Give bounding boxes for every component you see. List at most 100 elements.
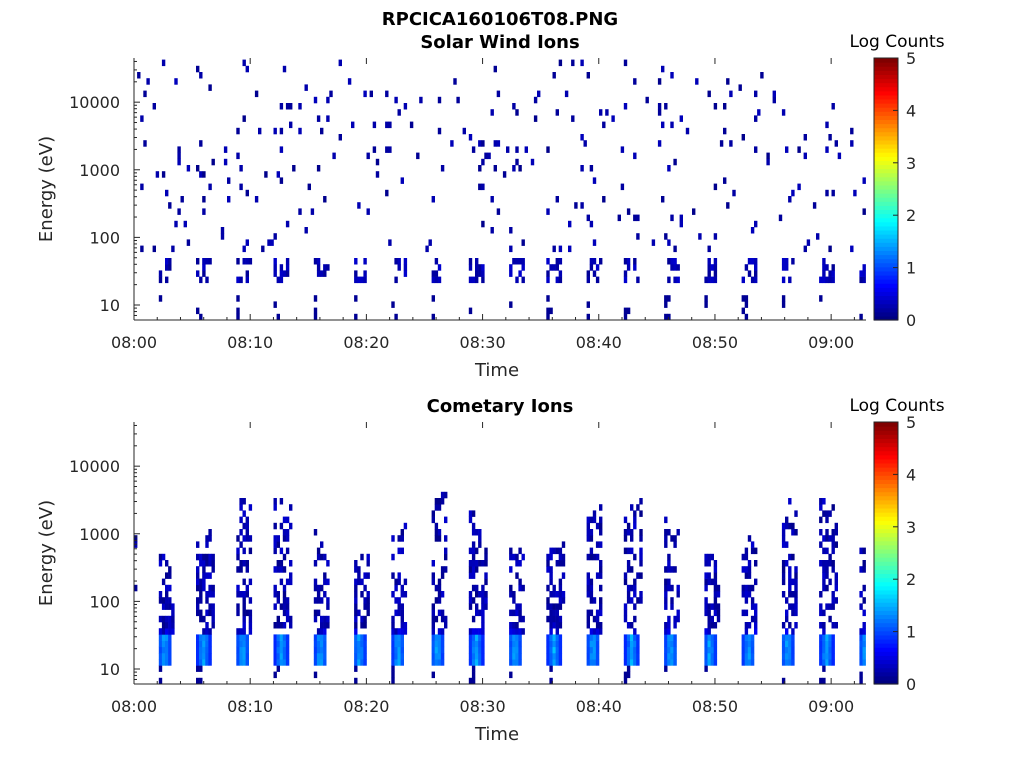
heatmap-cell <box>794 510 798 517</box>
heatmap-cell <box>391 653 395 660</box>
heatmap-cell <box>713 270 718 277</box>
heatmap-cell <box>561 541 566 548</box>
heatmap-cell <box>279 566 284 573</box>
heatmap-cell <box>397 547 401 555</box>
heatmap-cell <box>196 634 200 641</box>
heatmap-cell <box>242 535 246 542</box>
heatmap-cell <box>391 634 395 641</box>
heatmap-cell <box>168 603 172 610</box>
heatmap-cell <box>781 646 786 654</box>
heatmap-cell <box>199 72 203 79</box>
heatmap-cell <box>165 572 169 579</box>
heatmap-cell <box>791 628 795 635</box>
heatmap-cell <box>440 646 445 654</box>
heatmap-cell <box>518 270 522 277</box>
heatmap-cell <box>279 177 284 184</box>
heatmap-cell <box>831 603 835 610</box>
heatmap-cell <box>316 628 321 635</box>
heatmap-cell <box>481 597 485 604</box>
heatmap-cell <box>747 535 752 542</box>
heatmap-cell <box>444 615 448 623</box>
heatmap-cell <box>320 653 324 660</box>
heatmap-cell <box>400 591 404 598</box>
heatmap-cell <box>245 634 249 641</box>
heatmap-cell <box>803 152 807 160</box>
colorbar-segment <box>874 426 898 431</box>
heatmap-cell <box>394 597 398 604</box>
heatmap-cell <box>326 615 330 623</box>
heatmap-cell <box>744 301 749 308</box>
heatmap-cell <box>664 295 668 302</box>
heatmap-cell <box>316 553 321 561</box>
heatmap-cell <box>707 90 711 98</box>
heatmap-cell <box>394 609 398 617</box>
heatmap-cell <box>599 566 603 573</box>
heatmap-cell <box>196 541 200 548</box>
heatmap-cell <box>664 313 668 321</box>
heatmap-cell <box>313 597 318 604</box>
heatmap-cell <box>437 578 442 586</box>
heatmap-cell <box>440 653 445 660</box>
heatmap-cell <box>397 628 401 635</box>
heatmap-cell <box>636 276 640 284</box>
heatmap-cell <box>623 270 628 277</box>
heatmap-cell <box>552 547 556 555</box>
heatmap-cell <box>512 103 516 110</box>
heatmap-cell <box>512 640 516 648</box>
heatmap-cell <box>859 653 863 660</box>
heatmap-cell <box>639 498 643 505</box>
heatmap-cell <box>419 96 423 104</box>
heatmap-cell <box>558 659 563 666</box>
heatmap-cell <box>481 609 485 617</box>
heatmap-cell <box>670 264 674 271</box>
heatmap-cell <box>248 578 253 586</box>
heatmap-cell <box>171 622 175 629</box>
heatmap-cell <box>828 640 832 648</box>
heatmap-cell <box>484 591 488 598</box>
heatmap-cell <box>781 566 786 573</box>
heatmap-cell <box>134 535 138 542</box>
heatmap-cell <box>168 640 172 648</box>
heatmap-cell <box>279 640 284 648</box>
heatmap-cell <box>636 646 640 654</box>
heatmap-cell <box>785 146 789 153</box>
heatmap-cell <box>481 603 485 610</box>
heatmap-cell <box>478 646 482 654</box>
heatmap-cell <box>781 541 786 548</box>
heatmap-cell <box>586 214 590 222</box>
heatmap-cell <box>205 560 209 567</box>
heatmap-cell <box>549 665 553 672</box>
heatmap-cell <box>199 140 203 147</box>
colorbar-tick-label: 5 <box>906 49 916 68</box>
heatmap-cell <box>320 127 324 135</box>
heatmap-cell <box>670 603 674 610</box>
heatmap-cell <box>825 603 829 610</box>
heatmap-cell <box>354 640 358 648</box>
heatmap-cell <box>444 516 448 524</box>
heatmap-cell <box>549 634 553 641</box>
heatmap-cell <box>741 591 745 598</box>
heatmap-cell <box>636 214 640 222</box>
heatmap-cell <box>521 553 525 561</box>
heatmap-cell <box>509 245 513 253</box>
colorbar-segment <box>874 176 898 182</box>
heatmap-cell <box>589 653 594 660</box>
heatmap-cell <box>862 566 866 573</box>
heatmap-cell <box>623 103 628 110</box>
heatmap-cell <box>202 659 206 666</box>
heatmap-cell <box>704 572 708 579</box>
colorbar-segment <box>874 618 898 624</box>
heatmap-cell <box>468 264 473 271</box>
heatmap-cell <box>394 640 398 648</box>
heatmap-cell <box>199 634 203 641</box>
heatmap-cell <box>478 634 482 641</box>
heatmap-cell <box>788 653 792 660</box>
heatmap-cell <box>741 646 745 654</box>
heatmap-cell <box>208 653 212 660</box>
heatmap-cell <box>208 529 212 536</box>
heatmap-cell <box>828 134 832 141</box>
heatmap-cell <box>223 158 228 166</box>
heatmap-cell <box>338 59 342 67</box>
colorbar-segment <box>874 630 898 636</box>
heatmap-cell <box>397 578 401 586</box>
